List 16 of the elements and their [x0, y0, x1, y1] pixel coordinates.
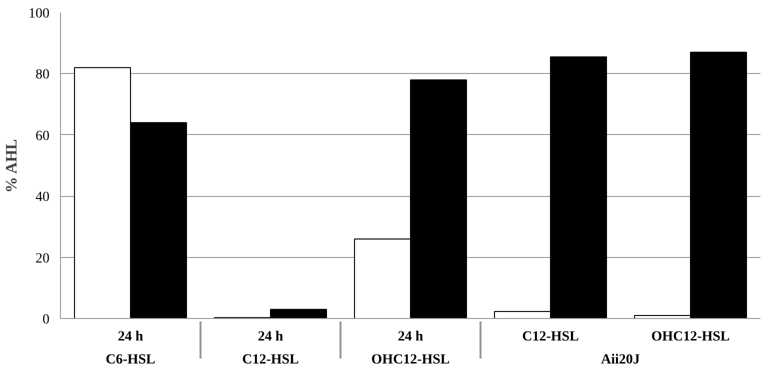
category-label: 24 h [118, 330, 144, 344]
y-tick-label: 20 [36, 251, 50, 266]
category-label: C12-HSL [242, 352, 299, 368]
y-tick-label: 0 [42, 312, 50, 328]
y-tick-label: 100 [28, 6, 50, 22]
category-label: OHC12-HSL [651, 330, 730, 344]
category-label: 24 h [398, 330, 424, 344]
y-axis-title: % AHL [4, 139, 20, 193]
category-label: Aii20J [601, 352, 640, 368]
category-label: C12-HSL [522, 330, 579, 344]
category-label: OHC12-HSL [371, 352, 450, 368]
y-tick-label: 40 [36, 190, 50, 206]
category-label: 24 h [258, 330, 284, 344]
y-tick-label: 60 [36, 128, 50, 144]
category-label: C6-HSL [106, 352, 156, 368]
y-tick-label: 80 [36, 68, 50, 83]
